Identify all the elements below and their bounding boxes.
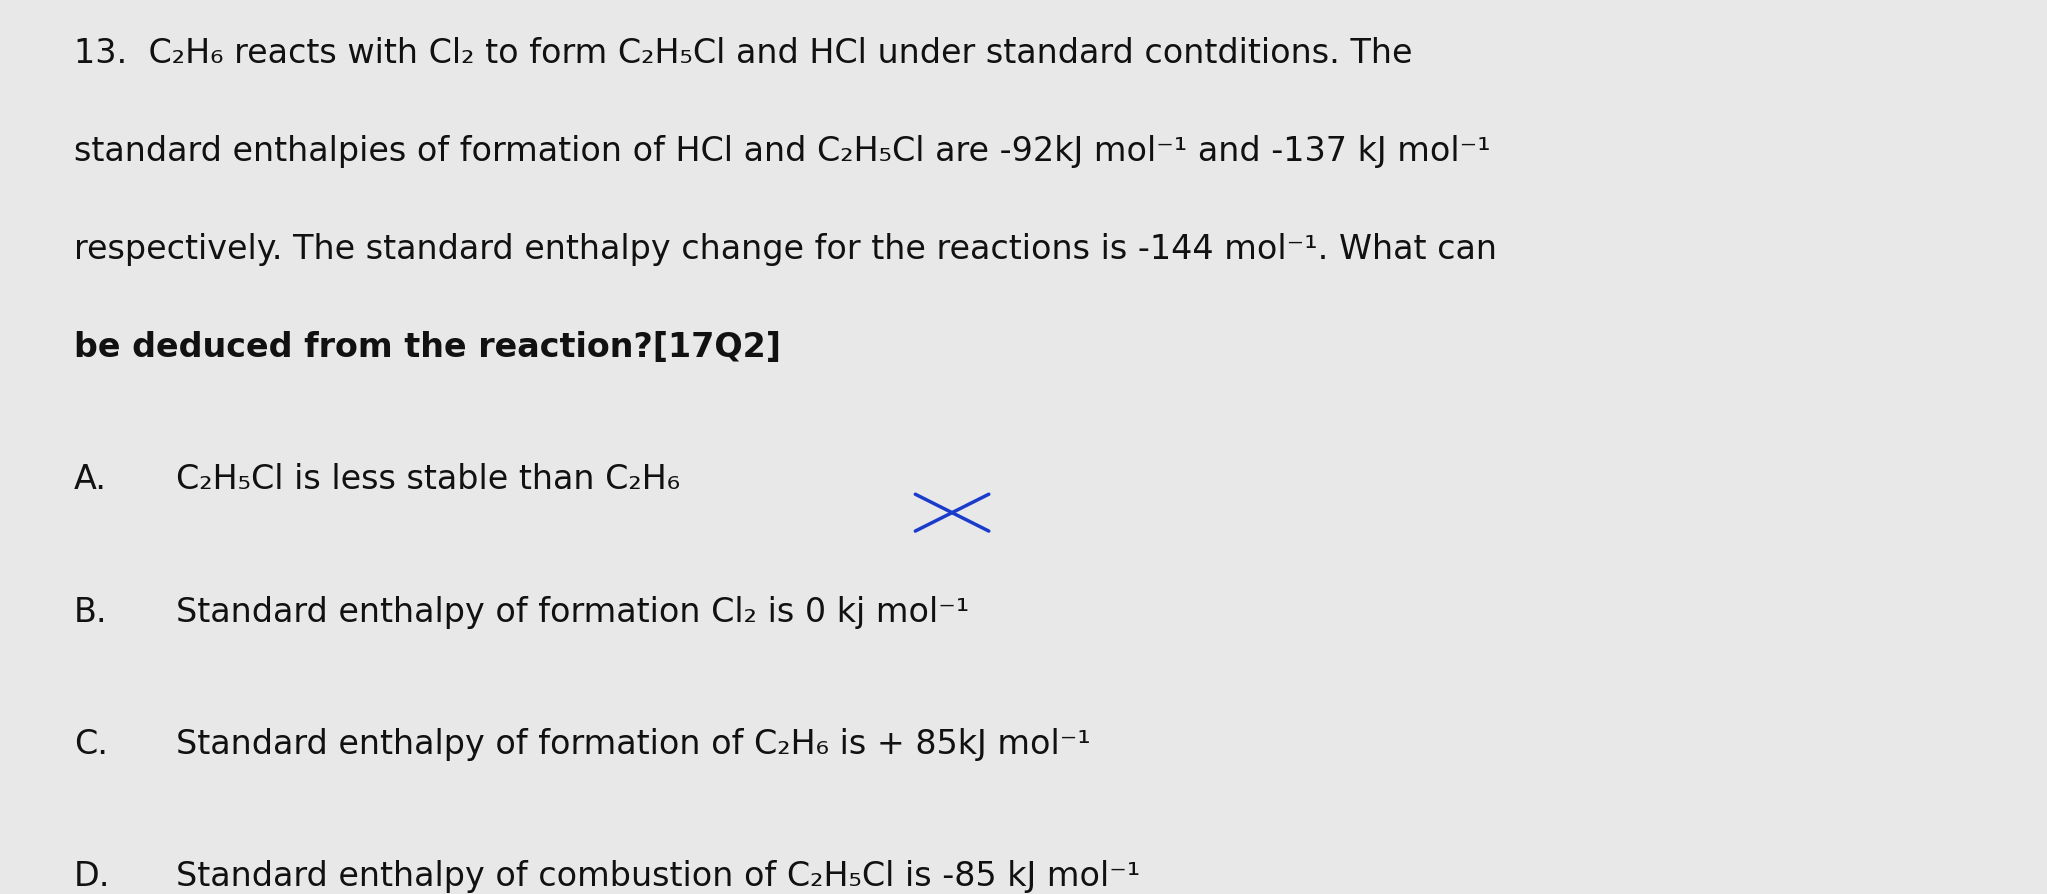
- Text: Standard enthalpy of formation of C₂H₆ is + 85kJ mol⁻¹: Standard enthalpy of formation of C₂H₆ i…: [176, 727, 1091, 760]
- Text: A.: A.: [74, 463, 106, 496]
- Text: D.: D.: [74, 859, 111, 892]
- Text: 13.  C₂H₆ reacts with Cl₂ to form C₂H₅Cl and HCl under standard contditions. The: 13. C₂H₆ reacts with Cl₂ to form C₂H₅Cl …: [74, 37, 1412, 70]
- Text: C.: C.: [74, 727, 108, 760]
- Text: Standard enthalpy of combustion of C₂H₅Cl is -85 kJ mol⁻¹: Standard enthalpy of combustion of C₂H₅C…: [176, 859, 1140, 892]
- Text: standard enthalpies of formation of HCl and C₂H₅Cl are -92kJ mol⁻¹ and -137 kJ m: standard enthalpies of formation of HCl …: [74, 135, 1490, 168]
- Text: respectively. The standard enthalpy change for the reactions is -144 mol⁻¹. What: respectively. The standard enthalpy chan…: [74, 232, 1496, 266]
- Text: be deduced from the reaction?[17Q2]: be deduced from the reaction?[17Q2]: [74, 331, 782, 364]
- Text: C₂H₅Cl is less stable than C₂H₆: C₂H₅Cl is less stable than C₂H₆: [176, 463, 680, 496]
- Text: B.: B.: [74, 595, 108, 628]
- Text: Standard enthalpy of formation Cl₂ is 0 kj mol⁻¹: Standard enthalpy of formation Cl₂ is 0 …: [176, 595, 970, 628]
